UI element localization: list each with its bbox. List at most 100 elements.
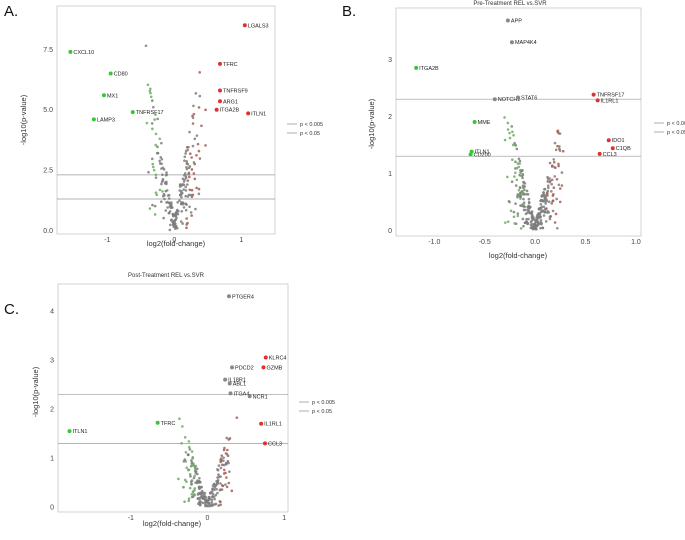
- data-point: [550, 190, 553, 193]
- data-point: [185, 167, 189, 171]
- data-point: [551, 209, 555, 213]
- data-point: [214, 484, 217, 488]
- data-point: [181, 202, 185, 206]
- gene-point: [217, 88, 222, 93]
- data-point: [180, 195, 183, 199]
- panel-label: B.: [342, 3, 356, 20]
- data-point: [219, 482, 222, 485]
- plot-area: [56, 5, 276, 235]
- data-point: [519, 204, 522, 207]
- data-point: [191, 457, 194, 460]
- data-point: [204, 498, 208, 501]
- data-point: [521, 217, 525, 221]
- data-point: [527, 209, 531, 213]
- data-point: [158, 188, 162, 192]
- data-point: [541, 199, 545, 203]
- y-tick-label: 3: [388, 57, 392, 64]
- data-point: [521, 169, 524, 172]
- legend-label: p < 0.05: [667, 130, 685, 136]
- data-point: [171, 213, 175, 217]
- y-tick-label: 2.5: [43, 168, 53, 175]
- data-point: [509, 209, 513, 213]
- data-point: [187, 497, 191, 500]
- data-point: [554, 148, 558, 152]
- data-point: [187, 171, 191, 175]
- data-point: [522, 203, 525, 207]
- x-tick-label: -1: [104, 237, 110, 244]
- data-point: [522, 191, 525, 194]
- data-point: [179, 220, 183, 223]
- data-point: [552, 158, 555, 161]
- data-point: [153, 213, 157, 216]
- data-point: [536, 221, 540, 225]
- data-point: [165, 173, 168, 177]
- data-point: [191, 122, 195, 125]
- panel-label: A.: [4, 3, 18, 20]
- gene-point: [606, 138, 611, 143]
- gene-label: ABL1: [233, 382, 246, 388]
- data-point: [540, 209, 543, 212]
- data-point: [178, 199, 181, 202]
- data-point: [149, 91, 152, 95]
- data-point: [174, 227, 177, 231]
- gene-point: [468, 152, 473, 157]
- data-point: [536, 213, 539, 217]
- data-point: [153, 204, 157, 208]
- data-point: [182, 206, 186, 209]
- data-point: [151, 203, 154, 207]
- gene-point: [230, 365, 235, 370]
- y-tick-label: 0: [50, 505, 54, 512]
- gene-label: ITLN1: [73, 429, 88, 435]
- data-point: [190, 461, 194, 464]
- point-cloud: [503, 116, 565, 231]
- data-point: [210, 498, 214, 502]
- gene-label: GZMB: [266, 365, 282, 371]
- data-point: [225, 436, 229, 440]
- data-point: [544, 202, 547, 205]
- data-point: [151, 162, 155, 166]
- data-point: [558, 147, 561, 151]
- gene-point: [591, 92, 596, 97]
- data-point: [516, 162, 520, 165]
- data-point: [195, 153, 198, 157]
- data-point: [174, 211, 178, 215]
- data-point: [518, 162, 521, 165]
- gene-point: [68, 49, 73, 54]
- data-point: [560, 171, 564, 174]
- gene-label: ITGA2B: [419, 66, 439, 72]
- data-point: [220, 488, 224, 491]
- data-point: [530, 225, 534, 228]
- data-point: [508, 131, 511, 135]
- gene-point: [259, 421, 264, 426]
- data-point: [545, 199, 549, 203]
- data-point: [191, 116, 195, 120]
- data-point: [186, 162, 190, 166]
- data-point: [519, 227, 523, 230]
- data-point: [163, 194, 166, 197]
- x-axis-label: log2(fold-change): [489, 251, 548, 260]
- data-point: [556, 226, 559, 230]
- data-point: [217, 473, 220, 476]
- data-point: [204, 504, 207, 508]
- data-point: [156, 145, 159, 149]
- data-point: [200, 485, 203, 489]
- data-point: [160, 167, 163, 170]
- data-point: [192, 492, 196, 496]
- data-point: [546, 175, 549, 179]
- data-point: [225, 476, 228, 479]
- data-point: [543, 197, 547, 200]
- data-point: [184, 176, 188, 180]
- gene-label: IL18R1: [228, 378, 246, 384]
- x-tick-label: 0: [206, 515, 210, 522]
- data-point: [148, 207, 152, 210]
- data-point: [180, 191, 183, 194]
- data-point: [516, 194, 519, 198]
- x-tick-label: 1: [282, 515, 286, 522]
- gene-point: [108, 71, 113, 76]
- data-point: [179, 193, 183, 196]
- data-point: [165, 171, 168, 174]
- data-point: [150, 122, 154, 125]
- gene-point: [217, 99, 222, 104]
- data-point: [514, 184, 518, 187]
- data-point: [192, 104, 195, 108]
